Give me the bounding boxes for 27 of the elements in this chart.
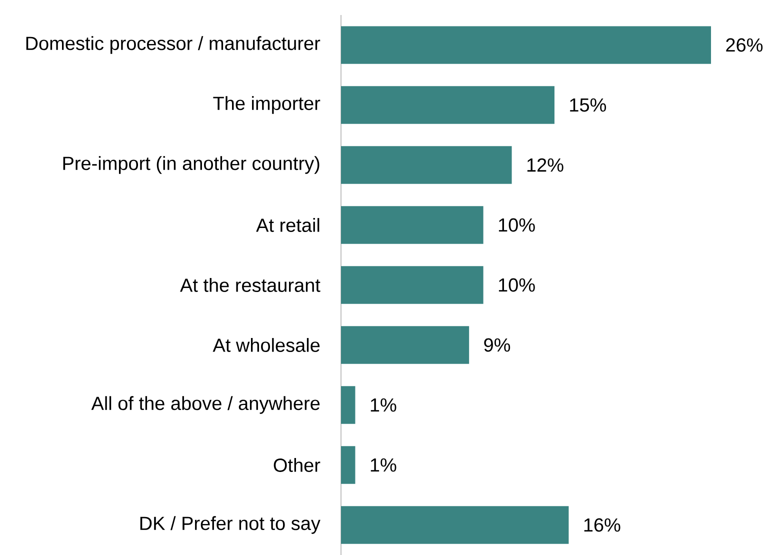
data-label: 16%	[584, 518, 620, 532]
y-tick-label: At the restaurant	[180, 278, 320, 292]
data-label: 1%	[370, 398, 396, 412]
data-label: 9%	[484, 338, 510, 352]
y-tick-label: At wholesale	[212, 338, 320, 352]
data-label: 15%	[570, 98, 606, 112]
bar	[341, 86, 554, 124]
data-label: 1%	[370, 458, 396, 472]
bar	[341, 386, 356, 424]
bar	[341, 266, 484, 304]
y-tick-label: DK / Prefer not to say	[140, 516, 320, 534]
y-tick-label: All of the above / anywhere	[91, 396, 320, 414]
y-tick-label: Domestic processor / manufacturer	[26, 36, 320, 54]
data-label: 12%	[527, 158, 564, 172]
y-tick-label: Other	[274, 458, 320, 472]
y-tick-label: Pre-import (in another country)	[63, 156, 320, 174]
data-label: 26%	[726, 38, 763, 52]
bar	[341, 506, 569, 544]
y-tick-label: The importer	[213, 96, 320, 114]
bar	[341, 446, 356, 484]
data-label: 10%	[498, 218, 535, 232]
bar	[341, 206, 484, 244]
data-label: 10%	[498, 278, 535, 292]
bar	[341, 26, 712, 64]
bar	[341, 146, 512, 184]
y-tick-label: At retail	[256, 218, 320, 232]
bar	[341, 326, 470, 364]
